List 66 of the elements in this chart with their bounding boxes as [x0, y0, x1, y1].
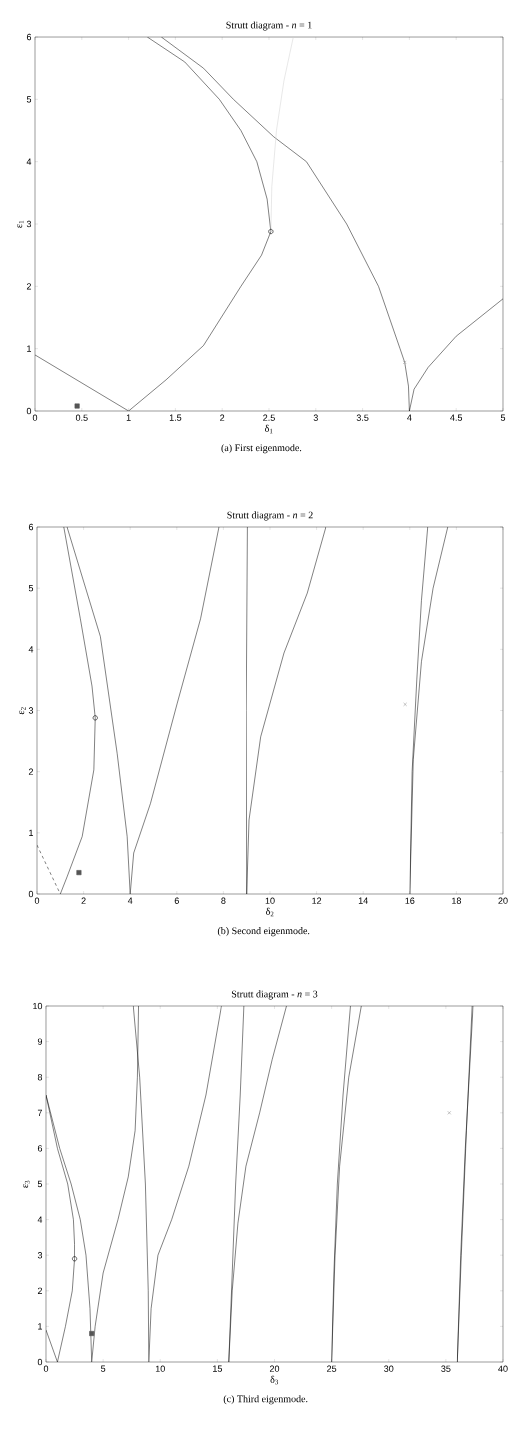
y-axis-title: ε$_{3}$: [23, 1180, 30, 1188]
x-tick-label: 30: [383, 1365, 394, 1372]
chart-title: Strutt diagram - n = 3: [231, 990, 318, 1000]
y-tick-label: 2: [26, 283, 31, 290]
x-tick-label: 4: [127, 897, 133, 904]
y-tick-label: 8: [37, 1074, 42, 1081]
chart-title: Strutt diagram - n = 1: [226, 21, 312, 31]
x-tick-label: 18: [451, 897, 461, 904]
x-tick-label: 3: [313, 414, 318, 421]
y-tick-label: 4: [28, 646, 34, 653]
x-tick-label: 2: [219, 414, 225, 421]
x-tick-label: 5: [100, 1365, 106, 1372]
y-tick-label: 1: [37, 1323, 42, 1330]
y-tick-label: 6: [28, 523, 33, 531]
x-tick-label: 1.5: [169, 414, 182, 421]
x-axis-title: δ$_{3}$: [270, 1375, 278, 1385]
x-tick-label: 4.5: [449, 414, 462, 421]
y-tick-label: 0: [28, 890, 33, 898]
y-tick-label: 4: [37, 1216, 43, 1223]
x-tick-label: 35: [441, 1365, 451, 1372]
x-tick-label: 0: [43, 1365, 48, 1372]
x-tick-label: 3.5: [356, 414, 369, 421]
y-tick-label: 5: [37, 1180, 42, 1188]
y-tick-label: 1: [28, 829, 33, 836]
x-tick-label: 2.5: [263, 414, 275, 421]
x-axis-title: δ$_{2}$: [265, 907, 274, 917]
text: (b) Second eigenmode.: [217, 927, 310, 937]
x-tick-label: 15: [212, 1365, 222, 1372]
y-tick-label: 0: [26, 407, 31, 415]
x-tick-label: 6: [174, 897, 179, 904]
x-tick-label: 20: [269, 1365, 279, 1372]
y-tick-label: 1: [27, 345, 31, 352]
y-tick-label: 7: [37, 1109, 42, 1116]
x-tick-label: 10: [265, 897, 275, 904]
x-tick-label: 8: [221, 897, 226, 904]
text: (a) First eigenmode.: [221, 444, 302, 454]
x-tick-label: 5: [500, 414, 505, 421]
y-axis-title: ε$_{1}$: [17, 220, 24, 228]
y-tick-label: 5: [28, 585, 33, 592]
y-tick-label: 3: [37, 1252, 42, 1259]
x-tick-label: 0.5: [75, 414, 88, 421]
y-tick-label: 0: [37, 1358, 42, 1366]
text: (c) Third eigenmode.: [223, 1395, 308, 1405]
y-axis-title: ε$_{2}$: [19, 707, 26, 715]
x-tick-label: 16: [405, 897, 415, 904]
y-tick-label: 2: [37, 1287, 42, 1294]
x-tick-label: 2: [81, 897, 86, 904]
y-tick-label: 9: [37, 1038, 42, 1045]
x-axis-title: δ$_{1}$: [264, 424, 273, 434]
y-tick-label: 4: [26, 158, 32, 165]
y-tick-label: 5: [26, 96, 31, 103]
y-tick-label: 3: [26, 220, 31, 228]
x-tick-label: 14: [358, 897, 368, 904]
y-tick-label: 10: [32, 1002, 42, 1010]
y-tick-label: 3: [28, 707, 33, 714]
y-tick-label: 2: [28, 768, 33, 775]
x-tick-label: 1: [126, 414, 131, 421]
x-tick-label: 25: [326, 1365, 337, 1372]
y-tick-label: 6: [26, 33, 31, 41]
x-tick-label: 20: [498, 897, 508, 904]
chart-title: Strutt diagram - n = 2: [227, 511, 313, 521]
x-tick-label: 12: [312, 897, 321, 904]
y-tick-label: 6: [37, 1145, 42, 1152]
x-tick-label: 4: [406, 414, 412, 421]
x-tick-label: 10: [155, 1365, 165, 1372]
x-tick-label: 40: [498, 1365, 508, 1372]
